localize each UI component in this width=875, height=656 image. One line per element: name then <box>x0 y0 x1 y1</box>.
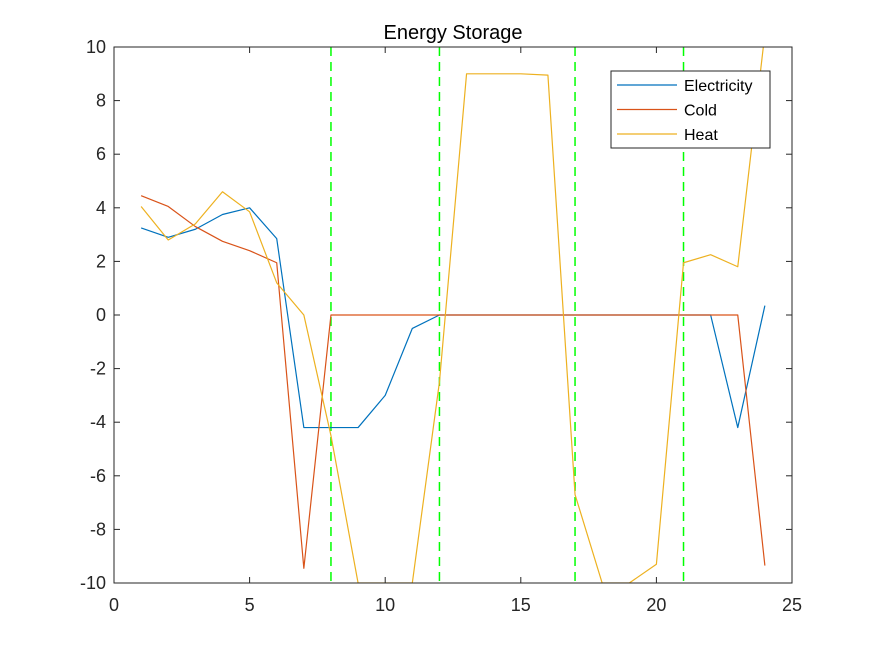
legend: Electricity Cold Heat <box>610 70 771 149</box>
x-tick-label: 25 <box>782 595 802 615</box>
y-tick-label: 0 <box>96 305 106 325</box>
x-axis: 0 5 10 15 20 25 <box>109 47 802 615</box>
y-tick-label: 8 <box>96 91 106 111</box>
legend-label-cold: Cold <box>684 103 717 120</box>
chart-title: Energy Storage <box>384 22 523 44</box>
y-tick-label: -4 <box>90 412 106 432</box>
y-tick-label: -10 <box>80 573 106 593</box>
x-tick-label: 5 <box>245 595 255 615</box>
y-tick-label: -2 <box>90 359 106 379</box>
legend-label-electricity: Electricity <box>684 78 752 95</box>
series-lines <box>140 47 766 583</box>
y-tick-label: 4 <box>96 198 106 218</box>
x-tick-label: 15 <box>511 595 531 615</box>
x-tick-label: 0 <box>109 595 119 615</box>
y-tick-label: 6 <box>96 144 106 164</box>
series-line-heat <box>140 47 764 583</box>
series-line-cold <box>140 195 766 569</box>
x-tick-label: 20 <box>646 595 666 615</box>
legend-label-heat: Heat <box>684 127 718 144</box>
y-axis: -10 -8 -6 -4 -2 0 2 4 6 8 10 <box>80 37 792 593</box>
y-tick-label: -8 <box>90 519 106 539</box>
x-tick-label: 10 <box>375 595 395 615</box>
y-tick-label: -6 <box>90 466 106 486</box>
y-tick-label: 10 <box>86 37 106 57</box>
y-tick-label: 2 <box>96 251 106 271</box>
